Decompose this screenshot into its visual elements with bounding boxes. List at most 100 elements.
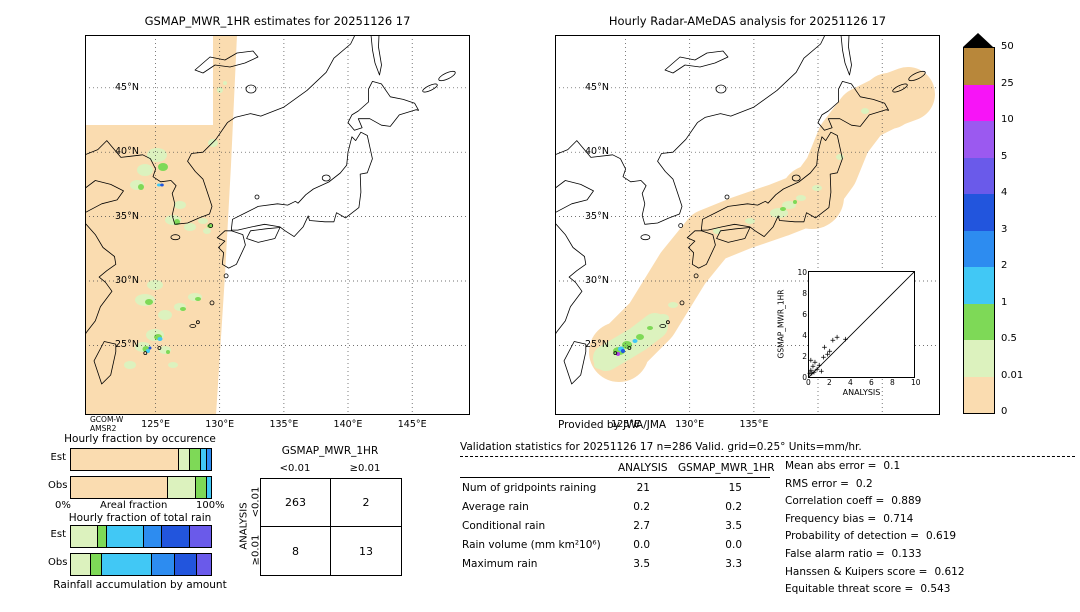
colorbar-tick-label: 0 — [1001, 406, 1008, 417]
lon-tick-label: 135°E — [269, 419, 299, 430]
inset-x-tick-label: 0 — [806, 378, 811, 387]
bar-segment — [189, 526, 211, 547]
inset-y-tick-label: 10 — [797, 268, 807, 277]
total-rain-bar-obs — [70, 553, 212, 576]
stat-value-analysis: 21 — [636, 482, 650, 494]
areal-fraction-100: 100% — [196, 500, 225, 511]
score-label: Mean abs error = — [785, 460, 877, 472]
stat-value-analysis: 0.2 — [633, 501, 650, 513]
stat-value-gsmap: 0.0 — [725, 539, 742, 551]
scatter-point: + — [808, 365, 814, 376]
score-label: False alarm ratio = — [785, 547, 885, 560]
bar-segment — [90, 554, 102, 575]
table-row: Conditional rain 2.7 3.5 — [462, 520, 792, 539]
scatter-point: + — [812, 358, 818, 369]
lon-tick-label: 125°E — [611, 419, 641, 430]
precip-shading — [593, 108, 869, 371]
bar-segment — [161, 526, 190, 547]
bar-segment — [206, 477, 211, 498]
occurrence-bars-title: Hourly fraction by occurence — [64, 433, 216, 445]
contingency-title: GSMAP_MWR_1HR — [281, 445, 379, 457]
contingency-cell-miss: 8 — [261, 527, 331, 575]
score-label: Frequency bias = — [785, 512, 877, 525]
occurrence-obs-label: Obs — [48, 480, 68, 491]
colorbar-tick-label: 25 — [1001, 77, 1014, 89]
contingency-table: GSMAP_MWR_1HR <0.01 ≥0.01 ANALYSIS <0.01… — [230, 445, 425, 595]
occurrence-est-label: Est — [50, 452, 66, 463]
scatter-point: + — [811, 367, 817, 378]
score-value: 0.619 — [926, 530, 957, 543]
scatter-point: + — [818, 366, 825, 377]
areal-fraction-axis-label: Areal fraction — [100, 500, 168, 511]
lat-tick-label: 35°N — [115, 210, 139, 222]
total-rain-est-label: Est — [50, 529, 66, 540]
validation-title: Validation statistics for 20251126 17 n=… — [460, 441, 862, 453]
contingency-cell-hit-none: 263 — [261, 479, 331, 527]
stat-label: Average rain — [462, 501, 529, 513]
stat-label: Num of gridpoints raining — [462, 482, 597, 494]
lat-tick-label: 40°N — [585, 146, 609, 158]
bar-segment — [174, 554, 197, 575]
lat-tick-label: 45°N — [115, 81, 139, 93]
lon-tick-label: 140°E — [333, 419, 363, 430]
stat-label: Maximum rain — [462, 558, 538, 570]
bar-segment — [71, 554, 91, 575]
inset-y-tick-label: 6 — [802, 310, 807, 319]
lat-tick-label: 30°N — [115, 275, 139, 286]
score-label: RMS error = — [785, 477, 849, 490]
inset-y-tick-label: 8 — [802, 289, 807, 298]
bar-segment — [196, 554, 211, 575]
lon-tick-label: 125°E — [141, 419, 171, 430]
sensor-annotation: GCOM-W AMSR2 — [90, 415, 123, 433]
scatter-point: + — [824, 350, 831, 361]
satellite-swath — [85, 35, 237, 415]
score-value: 0.133 — [891, 547, 922, 560]
stat-value-gsmap: 0.2 — [725, 501, 742, 513]
score-row: Correlation coeff = 0.889 — [785, 495, 1075, 513]
left-map-title: GSMAP_MWR_1HR estimates for 20251126 17 — [144, 14, 411, 28]
table-row: Average rain 0.2 0.2 — [462, 501, 792, 520]
stat-label: Rain volume (mm km²10⁶) — [462, 539, 601, 551]
bar-segment — [152, 554, 175, 575]
inset-y-tick-label: 0 — [802, 373, 807, 382]
inset-x-tick-label: 4 — [848, 378, 853, 387]
score-row: Frequency bias = 0.714 — [785, 513, 1075, 531]
scatter-point: + — [808, 356, 814, 367]
inset-x-axis-label: ANALYSIS — [842, 388, 881, 397]
score-row: Mean abs error = 0.1 — [785, 460, 1075, 478]
score-row: Probability of detection = 0.619 — [785, 530, 1075, 548]
left-map-overlay: 45°N 40°N 35°N 30°N 25°N 125°E 130°E 135°E 140°E… — [85, 35, 470, 430]
scatter-point: + — [820, 353, 827, 364]
stat-value-gsmap: 15 — [728, 482, 742, 494]
colorbar-over-triangle — [963, 33, 993, 47]
score-value: 0.889 — [891, 495, 922, 508]
areal-fraction-0: 0% — [55, 500, 71, 511]
scatter-point: + — [834, 333, 840, 344]
dashed-divider — [460, 456, 1075, 457]
occurrence-bar-obs — [70, 476, 212, 499]
table-row: Maximum rain 3.5 3.3 — [462, 558, 792, 577]
table-row: Rain volume (mm km²10⁶) 0.0 0.0 — [462, 539, 792, 558]
inset-y-ticks: 0 2 4 6 8 10 — [792, 268, 807, 382]
contingency-col-header-2: ≥0.01 — [349, 463, 381, 474]
score-row: False alarm ratio = 0.133 — [785, 548, 1075, 566]
score-value: 0.612 — [934, 565, 965, 578]
inset-x-ticks: 0 2 4 6 8 10 — [806, 378, 921, 388]
scatter-point: + — [810, 361, 816, 372]
colorbar-segments — [963, 47, 995, 414]
scatter-point: + — [842, 335, 849, 346]
colorbar-segment — [964, 157, 994, 194]
lat-tick-label: 35°N — [585, 210, 609, 222]
scatter-point: + — [830, 336, 836, 347]
scatter-point: + — [827, 346, 833, 357]
map-estimates: 45°N 40°N 35°N 30°N 25°N 125°E 130°E 135°E 140°E… — [85, 35, 470, 430]
score-row: RMS error = 0.2 — [785, 478, 1075, 496]
fraction-bars-block: Hourly fraction by occurence Est Obs 0% … — [48, 433, 238, 603]
scatter-point: + — [809, 368, 815, 379]
validation-rows: Num of gridpoints raining 21 15 Average rai… — [462, 482, 792, 577]
total-rain-caption: Rainfall accumulation by amount — [53, 579, 227, 591]
bar-segment — [71, 449, 179, 470]
inset-x-tick-label: 10 — [911, 378, 921, 387]
right-map-overlay: 45°N 40°N 35°N 30°N 25°N 125°E 130°E 135°E — [555, 35, 940, 430]
